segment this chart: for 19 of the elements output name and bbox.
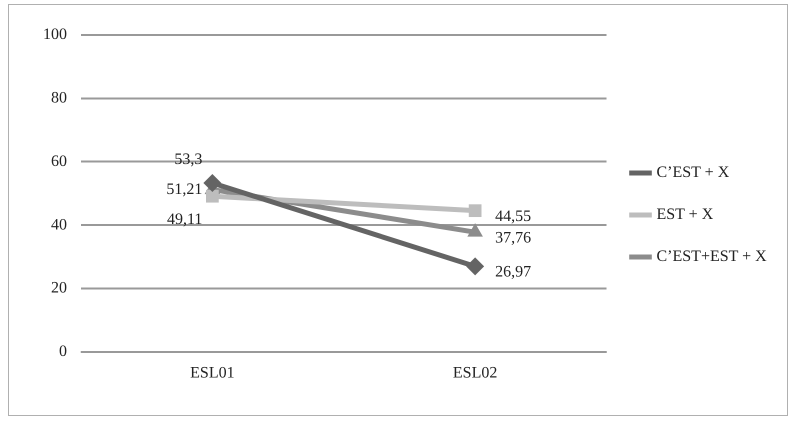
point	[466, 257, 484, 276]
y-tick-label: 60	[51, 152, 67, 170]
data-label: 51,21	[166, 180, 202, 198]
data-label: 49,11	[166, 210, 202, 228]
data-label: 26,97	[495, 264, 532, 281]
y-tick-label: 20	[51, 280, 67, 297]
data-label: 37,76	[495, 229, 532, 246]
y-tick-label: 80	[51, 90, 67, 107]
x-tick-label: ESL02	[452, 364, 498, 382]
y-tick-label: 40	[51, 216, 67, 234]
data-label: 44,55	[495, 208, 532, 225]
point	[468, 204, 482, 218]
data-label: 53,3	[174, 150, 202, 168]
y-tick-label: 0	[59, 343, 67, 360]
y-tick-label: 100	[43, 26, 67, 44]
legend-label: C’EST + X	[656, 164, 730, 182]
legend-label: C’EST+EST + X	[656, 248, 768, 266]
x-tick-label: ESL01	[190, 364, 235, 382]
legend-label: EST + X	[656, 206, 714, 224]
